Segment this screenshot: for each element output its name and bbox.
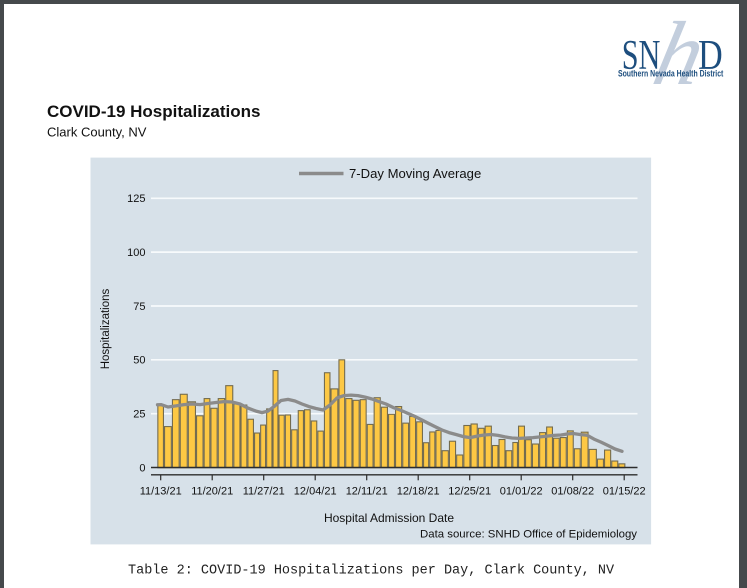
svg-text:12/25/21: 12/25/21 bbox=[448, 486, 491, 498]
svg-text:COVID-19 Hospitalizations: COVID-19 Hospitalizations bbox=[47, 102, 260, 121]
svg-text:D: D bbox=[698, 33, 723, 79]
svg-text:50: 50 bbox=[133, 355, 145, 367]
svg-text:Hospital Admission Date: Hospital Admission Date bbox=[324, 511, 454, 525]
svg-text:125: 125 bbox=[127, 193, 145, 205]
svg-text:Table 2: COVID-19 Hospitalizat: Table 2: COVID-19 Hospitalizations per D… bbox=[128, 564, 615, 579]
svg-text:Hospitalizations: Hospitalizations bbox=[100, 288, 112, 369]
svg-text:100: 100 bbox=[127, 247, 145, 259]
svg-text:12/11/21: 12/11/21 bbox=[346, 486, 388, 498]
svg-text:25: 25 bbox=[133, 409, 145, 421]
svg-text:01/01/22: 01/01/22 bbox=[500, 486, 543, 498]
svg-text:11/27/21: 11/27/21 bbox=[243, 486, 285, 498]
svg-text:Data source: SNHD Office of Ep: Data source: SNHD Office of Epidemiology bbox=[420, 529, 637, 541]
svg-text:SN: SN bbox=[622, 31, 661, 78]
svg-text:7-Day Moving Average: 7-Day Moving Average bbox=[349, 166, 481, 181]
svg-text:01/08/22: 01/08/22 bbox=[551, 486, 594, 498]
svg-text:11/13/21: 11/13/21 bbox=[140, 486, 182, 498]
svg-text:11/20/21: 11/20/21 bbox=[191, 486, 233, 498]
svg-text:75: 75 bbox=[133, 301, 145, 313]
svg-text:Southern Nevada Health Distric: Southern Nevada Health District bbox=[618, 68, 724, 78]
svg-text:0: 0 bbox=[139, 462, 145, 474]
svg-text:12/04/21: 12/04/21 bbox=[294, 486, 337, 498]
svg-text:01/15/22: 01/15/22 bbox=[603, 486, 646, 498]
svg-text:Clark County, NV: Clark County, NV bbox=[47, 125, 147, 140]
svg-text:12/18/21: 12/18/21 bbox=[397, 486, 440, 498]
